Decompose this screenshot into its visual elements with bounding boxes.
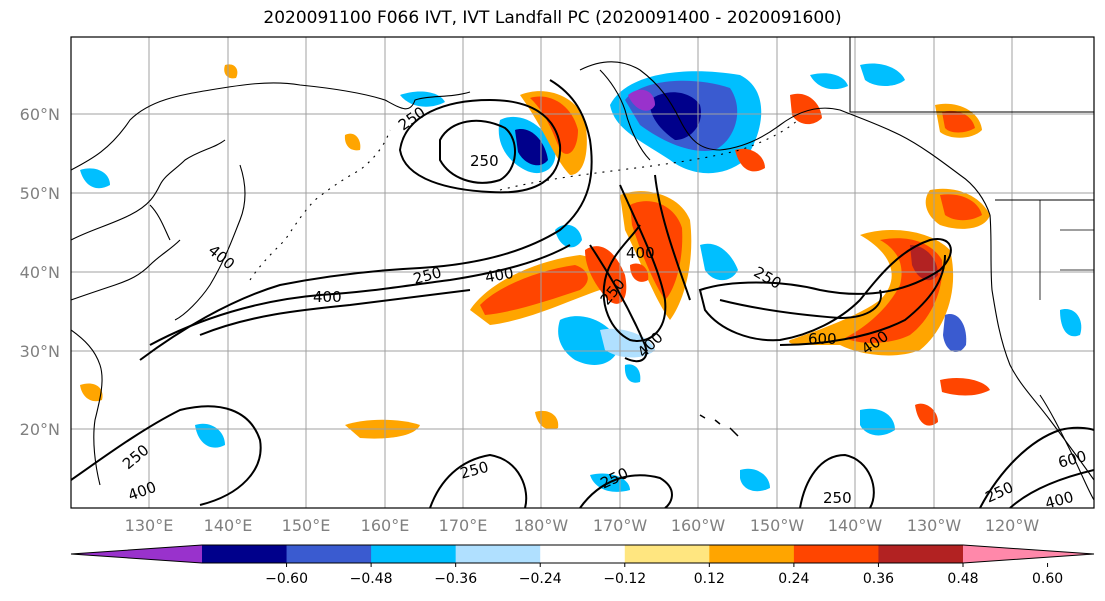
- contour-label: 400: [626, 244, 655, 262]
- pc-shading: [80, 63, 1082, 492]
- colorbar-tick-label: 0.36: [863, 571, 894, 587]
- colorbar-segment: [286, 545, 372, 563]
- colorbar-segment: [540, 545, 626, 563]
- latitude-labels: 60°N 50°N 40°N 30°N 20°N: [20, 105, 60, 439]
- colorbar-segment: [202, 545, 288, 563]
- lon-label: 170°E: [439, 516, 488, 535]
- colorbar-tick-label: 0.48: [947, 571, 978, 587]
- colorbar-tick-label: −0.36: [434, 571, 477, 587]
- lon-label: 130°W: [907, 516, 962, 535]
- contour-label: 400: [484, 264, 515, 287]
- lon-label: 140°E: [204, 516, 253, 535]
- map-title: 2020091100 F066 IVT, IVT Landfall PC (20…: [263, 8, 842, 28]
- colorbar-tick-label: 0.24: [778, 571, 809, 587]
- colorbar-segment: [455, 545, 541, 563]
- colorbar-tick-label: −0.12: [603, 571, 646, 587]
- lon-label: 180°W: [514, 516, 569, 535]
- longitude-labels: 130°E 140°E 150°E 160°E 170°E 180°W 170°…: [125, 516, 1040, 535]
- ivt-contours: [71, 79, 1094, 508]
- lon-label: 160°W: [671, 516, 726, 535]
- map-frame: [70, 36, 1095, 509]
- colorbar: −0.60 −0.48 −0.36 −0.24 −0.12 0.12 0.24 0.36 0.4…: [70, 544, 1095, 587]
- colorbar-extend-low: [71, 545, 202, 563]
- colorbar-segment: [371, 545, 457, 563]
- lon-label: 130°E: [125, 516, 174, 535]
- lat-label: 30°N: [20, 342, 60, 361]
- colorbar-tick-label: 0.12: [694, 571, 725, 587]
- lat-label: 20°N: [20, 420, 60, 439]
- lat-label: 40°N: [20, 263, 60, 282]
- lon-label: 150°E: [282, 516, 331, 535]
- colorbar-segment: [878, 545, 964, 563]
- colorbar-segment: [709, 545, 795, 563]
- colorbar-tick-label: 0.60: [1032, 571, 1063, 587]
- contour-label: 250: [823, 489, 852, 507]
- coastlines: [71, 37, 1094, 501]
- colorbar-segment: [793, 545, 879, 563]
- lon-label: 160°E: [361, 516, 410, 535]
- lat-label: 50°N: [20, 184, 60, 203]
- colorbar-extend-high: [963, 545, 1094, 563]
- lon-label: 140°W: [828, 516, 883, 535]
- colorbar-tick-label: −0.60: [265, 571, 308, 587]
- colorbar-tick-label: −0.48: [350, 571, 393, 587]
- colorbar-outline: [70, 544, 1095, 564]
- colorbar-segment: [624, 545, 710, 563]
- contour-label: 250: [470, 152, 499, 170]
- lon-label: 150°W: [750, 516, 805, 535]
- lat-label: 60°N: [20, 105, 60, 124]
- colorbar-tick-label: −0.24: [519, 571, 562, 587]
- lon-label: 170°W: [593, 516, 648, 535]
- lon-label: 120°W: [985, 516, 1040, 535]
- contour-label: 400: [313, 288, 342, 306]
- contour-label: 600: [808, 330, 837, 348]
